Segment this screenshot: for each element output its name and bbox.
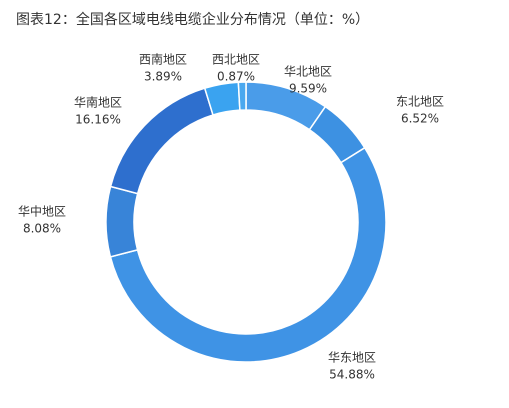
segment-name: 华北地区 [284, 65, 332, 79]
segment-name: 西北地区 [212, 53, 260, 67]
donut-segment [237, 81, 247, 111]
segment-name: 华中地区 [18, 204, 66, 219]
segment-value: 9.59% [289, 82, 327, 96]
segment-value: 6.52% [401, 112, 439, 126]
segment-value: 0.87% [217, 70, 255, 84]
donut-segment [105, 185, 139, 258]
segment-value: 3.89% [144, 70, 182, 84]
chart-title: 图表12：全国各区域电线电缆企业分布情况（单位：%） [16, 11, 369, 28]
segment-value: 54.88% [329, 368, 375, 382]
segment-name: 华南地区 [74, 95, 122, 110]
segment-name: 华东地区 [328, 351, 376, 365]
segment-value: 16.16% [75, 113, 121, 127]
segment-name: 东北地区 [396, 95, 444, 109]
donut-segment [109, 87, 214, 195]
segment-value: 8.08% [23, 222, 61, 236]
donut-segment [109, 146, 387, 363]
segment-name: 西南地区 [139, 52, 187, 67]
